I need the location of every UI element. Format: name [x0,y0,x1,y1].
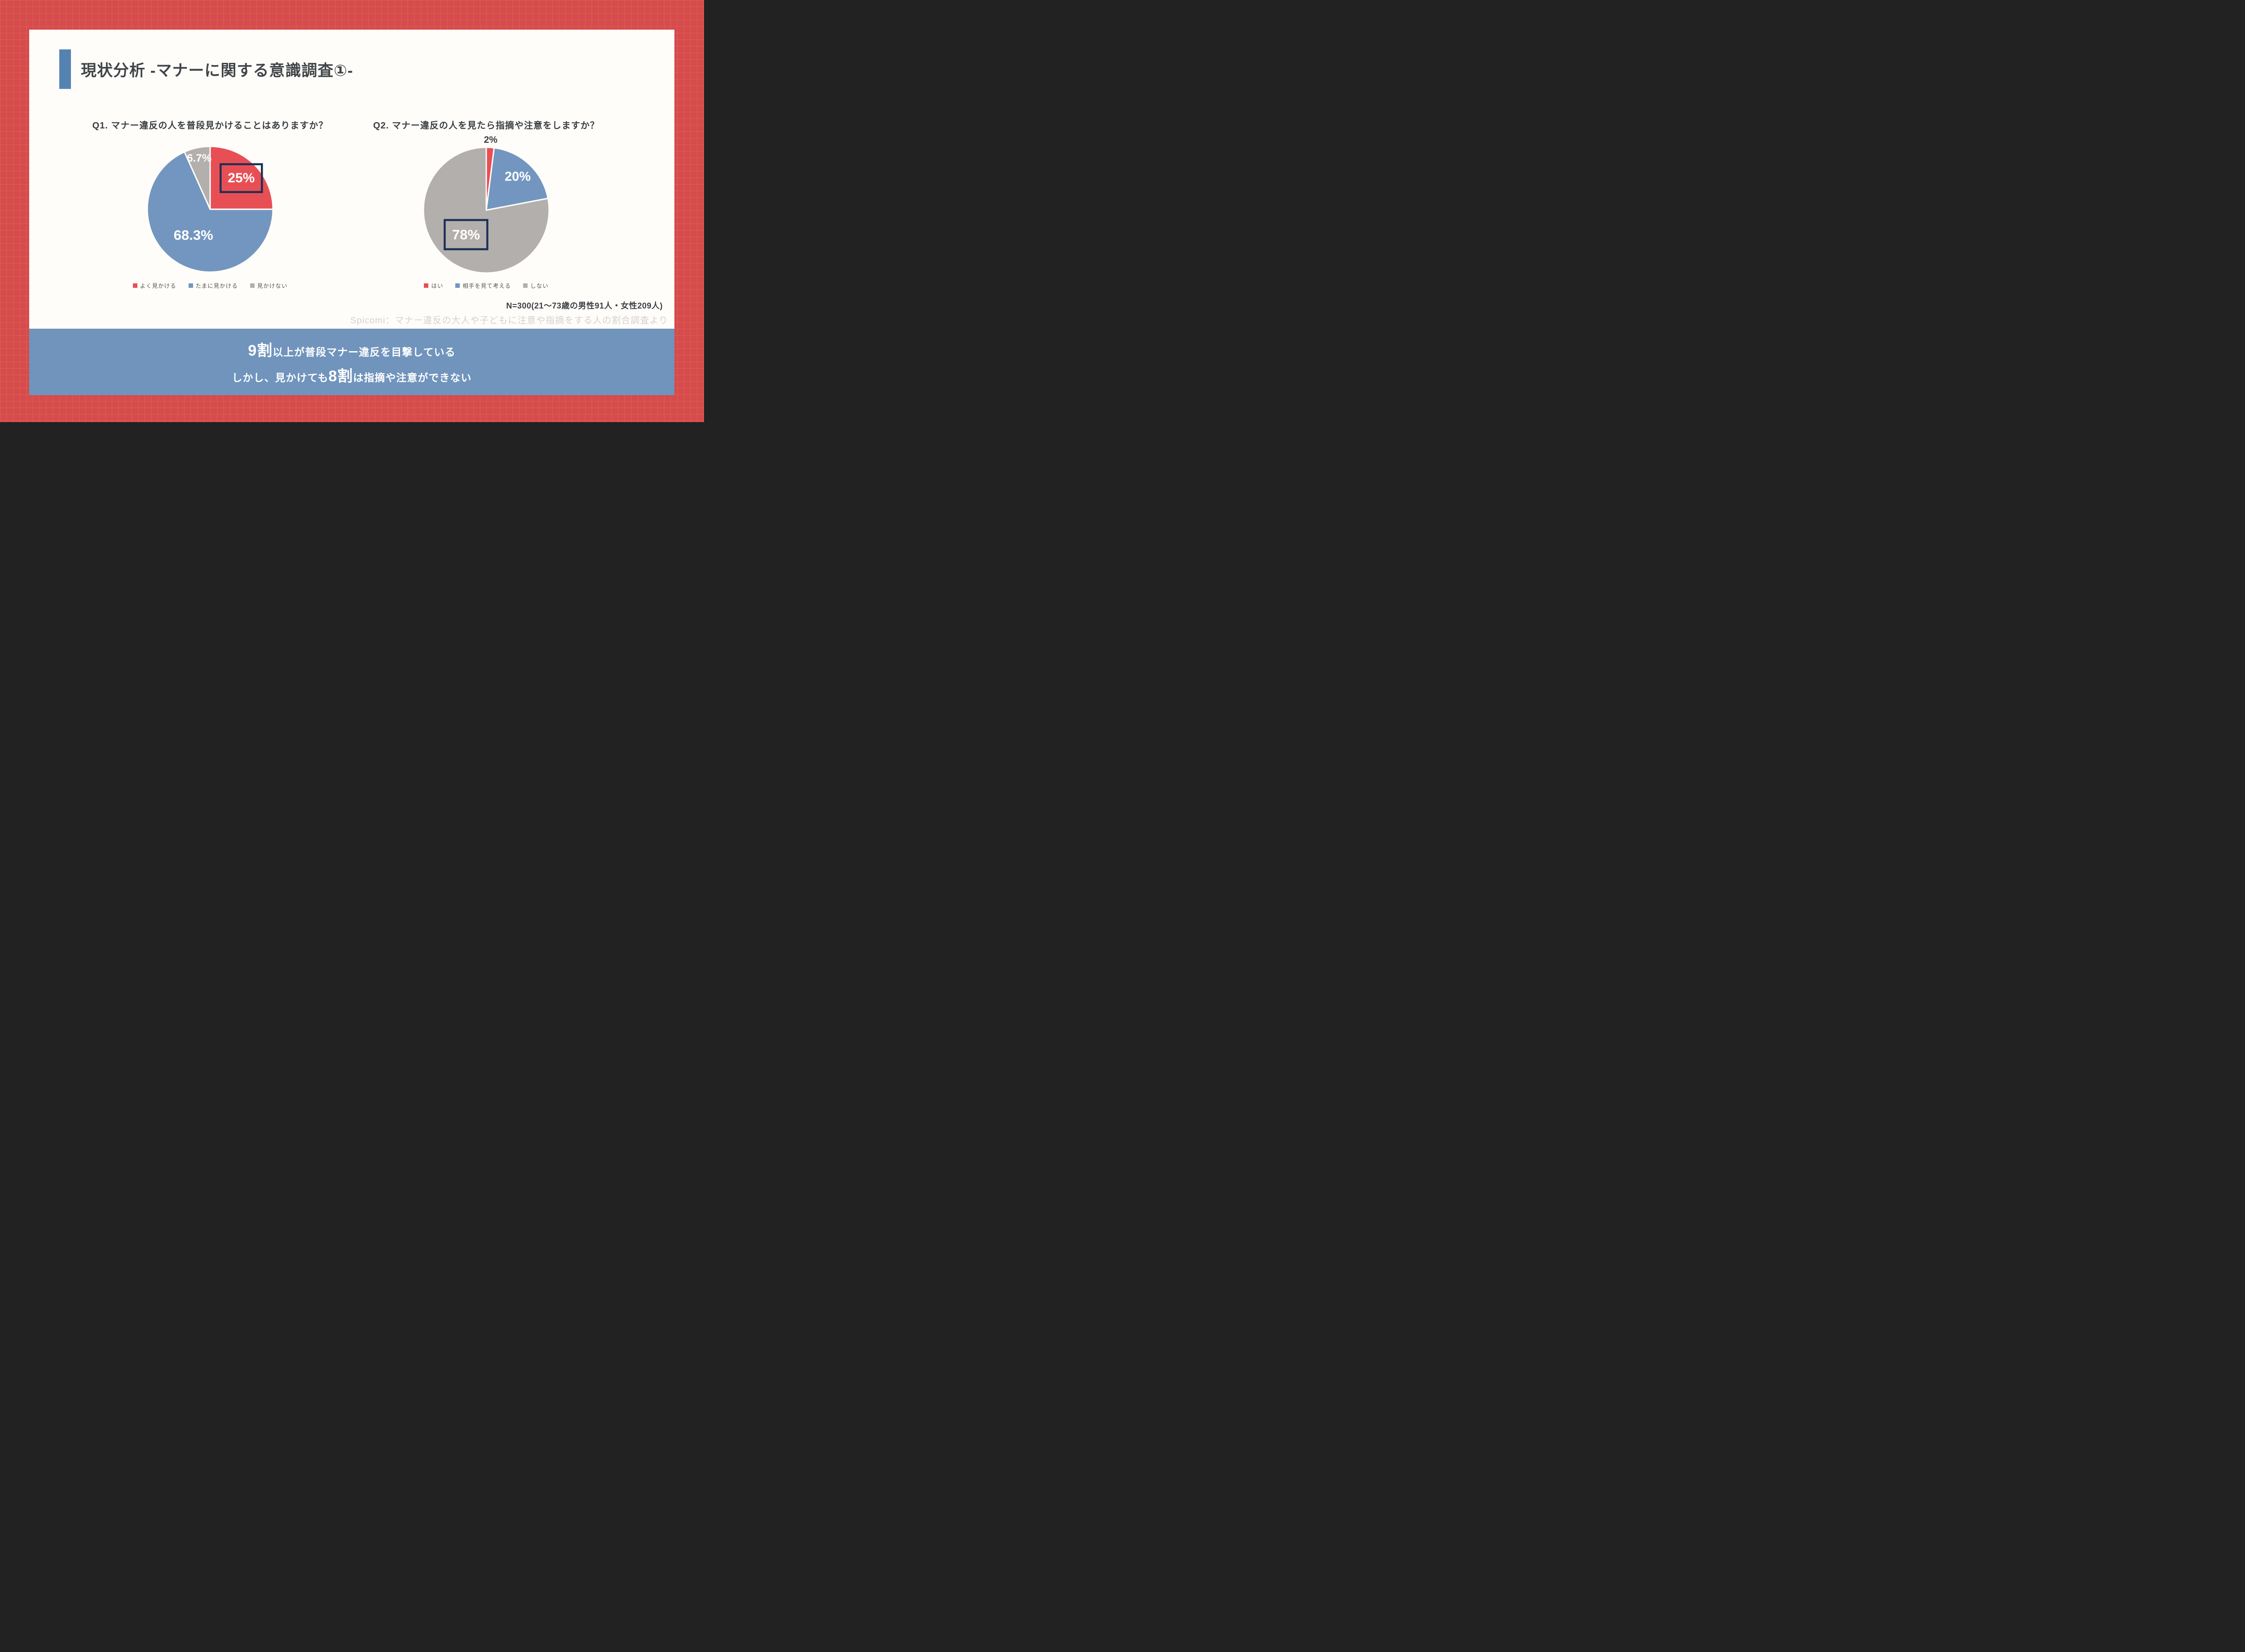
legend-label: しない [530,283,549,289]
legend-label: はい [431,283,444,289]
banner-emphasis: 9割 [248,342,273,359]
slide-title: 現状分析 -マナーに関する意識調査①- [81,62,353,79]
title-accent-bar [59,49,71,89]
legend-label: 相手を見て考える [462,283,511,289]
pie-slice-見かけない [184,145,211,210]
legend-swatch [132,283,137,288]
legend-item: たまに見かける [188,281,238,290]
pie-value-label: 78% [452,227,480,242]
legend-item: はい [424,281,443,290]
banner-text: しかし、見かけても [232,372,329,383]
legend-q2: はい 相手を見て考える しない [352,281,621,290]
pie-slice-相手を見て考える [485,147,549,211]
banner-text: 以上が普段マナー違反を目撃している [273,346,456,358]
chart-question-q1: Q1. マナー違反の人を普段見かけることはありますか？ [92,121,328,131]
legend-swatch [455,283,460,288]
pie-value-label: 25% [228,171,255,185]
pie-value-label: 2% [484,135,498,145]
legend-swatch [188,283,193,288]
legend-q1: よく見かける たまに見かける 見かけない [75,281,345,290]
banner-emphasis: 8割 [328,368,353,385]
legend-swatch [250,283,255,288]
highlight-box [444,219,489,251]
summary-banner: 9割 以上が普段マナー違反を目撃している しかし、見かけても 8割 は指摘や注意ができ… [29,329,674,395]
banner-text: は指摘や注意ができない [353,372,472,383]
pie-chart-q2: 2% 20% 78% [423,135,550,274]
legend-swatch [424,283,429,288]
pie-chart-q1: 25% 68.3% 6.7% [146,145,274,273]
legend-label: 見かけない [257,283,288,289]
chart-question-q2: Q2. マナー違反の人を見たら指摘や注意をしますか？ [373,121,599,131]
pie-slice-たまに見かける [146,151,274,273]
sample-size-note: N=300(21〜73歳の男性91人・女性209人) [506,301,663,310]
slide: 現状分析 -マナーに関する意識調査①- Q1. マナー違反の人を普段見かけること… [29,30,674,395]
legend-label: よく見かける [140,283,176,289]
legend-swatch [523,283,528,288]
source-credit: Spicomi：マナー違反の大人や子どもに注意や指摘をする人の割合調査より [350,316,668,326]
pie-slice-しない [423,146,550,274]
pie-value-label: 20% [505,170,531,184]
legend-item: 見かけない [250,281,288,290]
legend-label: たまに見かける [195,283,238,289]
highlight-box [220,163,263,193]
legend-item: よく見かける [132,281,176,290]
legend-item: 相手を見て考える [455,281,511,290]
page-background: 現状分析 -マナーに関する意識調査①- Q1. マナー違反の人を普段見かけること… [0,0,704,422]
banner-line-1: 9割 以上が普段マナー違反を目撃している [248,338,455,360]
pie-value-label: 68.3% [174,227,213,243]
legend-item: しない [523,281,549,290]
pie-value-label: 6.7% [187,152,211,164]
banner-line-2: しかし、見かけても 8割 は指摘や注意ができない [232,364,472,386]
